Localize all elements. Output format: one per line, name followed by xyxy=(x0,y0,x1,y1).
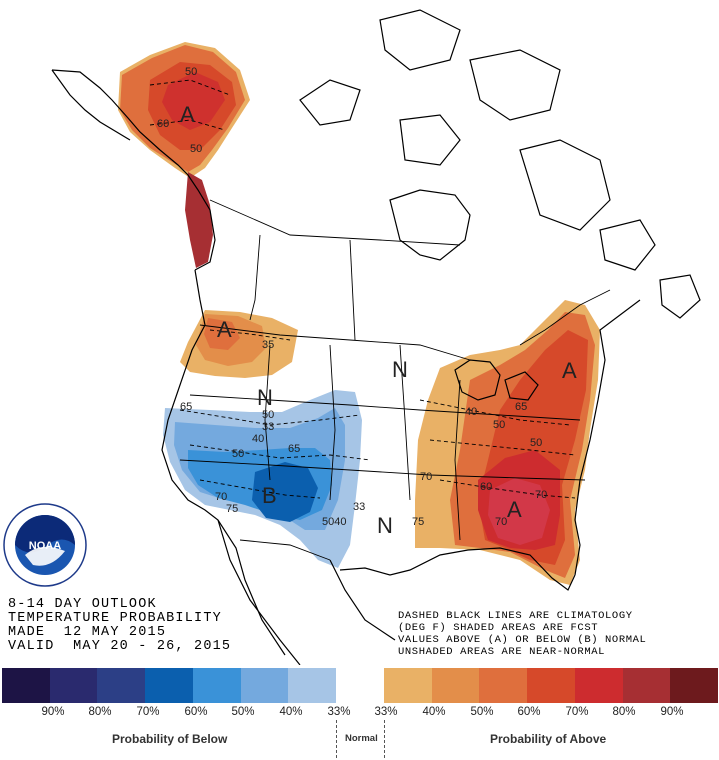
contour-label: 40 xyxy=(252,433,264,445)
map-label-n-3: N xyxy=(377,513,393,538)
pct-label: 60% xyxy=(184,706,208,718)
swatch-below-33 xyxy=(288,668,337,703)
ak-panhandle-above-area xyxy=(185,172,213,268)
caption-probability-below: Probability of Below xyxy=(112,732,228,746)
pct-label: 80% xyxy=(612,706,636,718)
contour-label: 50 xyxy=(262,409,274,421)
contour-label: 60 xyxy=(157,118,169,130)
contour-label: 70 xyxy=(420,471,432,483)
noaa-logo-text: NOAA xyxy=(29,540,61,552)
swatch-above-50 xyxy=(479,668,528,703)
swatch-above-60 xyxy=(527,668,575,703)
swatch-below-60 xyxy=(145,668,193,703)
contour-label: 75 xyxy=(226,503,238,515)
pct-label: 60% xyxy=(517,706,541,718)
map-label-a-alaska: A xyxy=(180,102,195,127)
swatch-above-80 xyxy=(622,668,671,703)
contour-label: 50 xyxy=(232,448,244,460)
coastlines xyxy=(51,9,701,665)
caption-normal: Normal xyxy=(345,733,378,744)
contour-label: 40 xyxy=(465,406,477,418)
climatology-lines xyxy=(149,79,576,499)
swatch-normal xyxy=(336,668,384,703)
pct-label: 33% xyxy=(327,706,351,718)
pct-label: 50% xyxy=(231,706,255,718)
caption-probability-above: Probability of Above xyxy=(490,732,607,746)
swatch-below-40 xyxy=(240,668,289,703)
swatch-below-80 xyxy=(49,668,98,703)
map-label-b-southwest: B xyxy=(262,483,277,508)
map-label-n-1: N xyxy=(392,357,408,382)
map-label-a-east: A xyxy=(562,358,577,383)
legend-line: (DEG F) SHADED AREAS ARE FCST xyxy=(398,622,599,634)
swatch-above-33 xyxy=(383,668,432,703)
map-label-a-southeast: A xyxy=(507,497,522,522)
pct-label: 70% xyxy=(136,706,160,718)
contour-label: 65 xyxy=(288,443,300,455)
pct-label: 40% xyxy=(279,706,303,718)
outlook-title-block: 8-14 DAY OUTLOOK TEMPERATURE PROBABILITY… xyxy=(8,598,231,654)
legend-line: VALUES ABOVE (A) OR BELOW (B) NORMAL xyxy=(398,634,647,646)
contour-label: 33 xyxy=(353,501,365,513)
legend-line: DASHED BLACK LINES ARE CLIMATOLOGY xyxy=(398,610,633,622)
contour-label: 70 xyxy=(535,489,547,501)
outlook-line: MADE 12 MAY 2015 xyxy=(8,625,167,640)
outlook-line: TEMPERATURE PROBABILITY xyxy=(8,611,222,626)
map-label-a-northwest: A xyxy=(217,317,232,342)
colorbar-percent-labels: 90% 80% 70% 60% 50% 40% 33% 33% 40% 50% … xyxy=(2,706,718,720)
borders xyxy=(179,199,611,561)
pct-label: 40% xyxy=(422,706,446,718)
swatch-above-90 xyxy=(670,668,719,703)
southwest-below-60-area xyxy=(252,462,318,522)
legend-line: UNSHADED AREAS ARE NEAR-NORMAL xyxy=(398,646,606,658)
contour-label: 70 xyxy=(495,516,507,528)
contour-label: 5040 xyxy=(322,516,346,528)
map-label-n-2: N xyxy=(257,385,273,410)
contour-label: 65 xyxy=(515,401,527,413)
contour-label: 70 xyxy=(215,491,227,503)
northwest-above-50-area xyxy=(204,318,240,350)
contour-label: 65 xyxy=(180,401,192,413)
contour-label: 75 xyxy=(412,516,424,528)
probability-colorbar xyxy=(2,668,719,703)
outlook-line: 8-14 DAY OUTLOOK xyxy=(8,597,157,612)
pct-label: 70% xyxy=(565,706,589,718)
normal-separator-right xyxy=(384,720,385,758)
swatch-above-70 xyxy=(574,668,623,703)
temperature-outlook-map: A A A A B N N N 50 60 50 35 65 50 33 40 … xyxy=(51,9,701,665)
swatch-below-70 xyxy=(97,668,146,703)
noaa-logo: NOAA xyxy=(3,503,87,587)
swatch-below-90 xyxy=(2,668,50,703)
pct-label: 50% xyxy=(470,706,494,718)
pct-label: 80% xyxy=(88,706,112,718)
pct-label: 33% xyxy=(374,706,398,718)
contour-label: 60 xyxy=(480,481,492,493)
outlook-line: VALID MAY 20 - 26, 2015 xyxy=(8,639,232,654)
contour-label: 35 xyxy=(262,339,274,351)
pct-label: 90% xyxy=(660,706,684,718)
contour-label: 50 xyxy=(190,143,202,155)
legend-text-block: DASHED BLACK LINES ARE CLIMATOLOGY (DEG … xyxy=(398,610,646,658)
contour-label: 50 xyxy=(185,66,197,78)
swatch-above-40 xyxy=(431,668,480,703)
pct-label: 90% xyxy=(41,706,65,718)
alaska-above-60-area xyxy=(162,72,225,130)
contour-label: 50 xyxy=(530,437,542,449)
southeast-above-70-area xyxy=(488,478,550,545)
contour-label: 50 xyxy=(493,419,505,431)
normal-separator-left xyxy=(336,720,337,758)
contour-label: 33 xyxy=(262,421,274,433)
swatch-below-50 xyxy=(192,668,241,703)
